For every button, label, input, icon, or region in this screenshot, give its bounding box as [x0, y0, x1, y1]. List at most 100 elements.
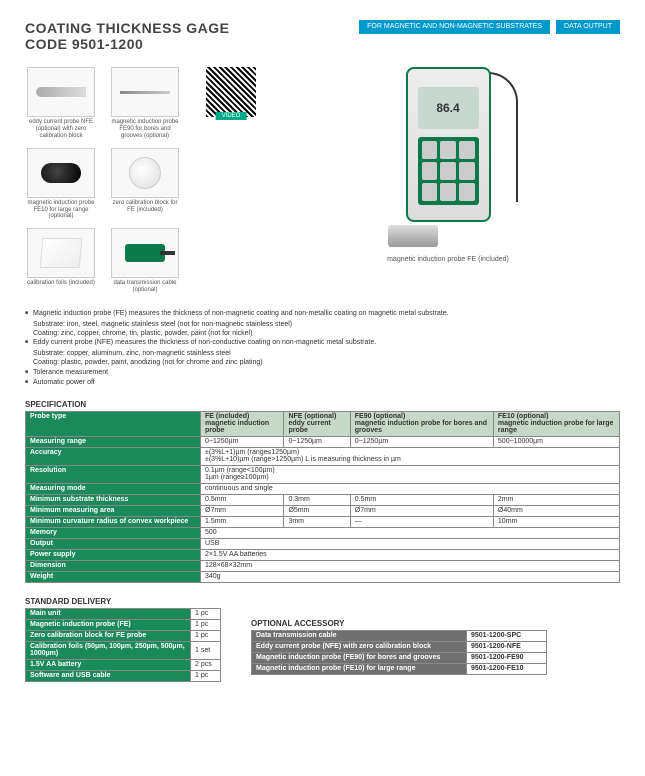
thumbnail-image [27, 228, 95, 278]
badge-data-output: DATA OUTPUT [556, 20, 620, 34]
spec-cell: 0.5mm [201, 494, 284, 505]
spec-cell: 0.3mm [284, 494, 350, 505]
thumbnail-caption: data transmission cable (optional) [109, 280, 181, 294]
accessory-code: 9501-1200-SPC [467, 630, 547, 641]
spec-col-head: NFE (optional)eddy current probe [284, 411, 350, 436]
spec-cell: 3mm [284, 516, 350, 527]
spec-row-head: Measuring mode [26, 483, 201, 494]
delivery-table: Main unit1 pcMagnetic induction probe (F… [25, 608, 221, 682]
spec-cell: 10mm [493, 516, 619, 527]
thumbnail-caption: magnetic induction probe FE10 for large … [25, 200, 97, 221]
spec-cell: 340g [201, 571, 620, 582]
spec-cell: 0~1250µm [350, 436, 493, 447]
header: COATING THICKNESS GAGE CODE 9501-1200 FO… [25, 20, 620, 52]
spec-cell: continuous and single [201, 483, 620, 494]
spec-cell: 0~1250µm [284, 436, 350, 447]
spec-row-head: Dimension [26, 560, 201, 571]
spec-row-head: Accuracy [26, 447, 201, 465]
delivery-item: Magnetic induction probe (FE) [26, 619, 191, 630]
spec-cell: 500 [201, 527, 620, 538]
spec-cell: 0.5mm [350, 494, 493, 505]
spec-row-head: Minimum curvature radius of convex workp… [26, 516, 201, 527]
spec-row-head: Minimum measuring area [26, 505, 201, 516]
qr-code: VIDEO [206, 67, 256, 117]
probe-icon [36, 87, 86, 97]
spec-cell: Ø40mm [493, 505, 619, 516]
spec-cell: 1.5mm [201, 516, 284, 527]
spec-col-head: FE90 (optional)magnetic induction probe … [350, 411, 493, 436]
badge-substrates: FOR MAGNETIC AND NON-MAGNETIC SUBSTRATES [359, 20, 550, 34]
thumbnail: calibration foils (included) [25, 228, 97, 294]
spec-cell: Ø5mm [284, 505, 350, 516]
feature-sub: Coating: zinc, copper, chrome, tin, plas… [25, 329, 620, 338]
probe-icon [40, 238, 83, 268]
probe-icon [41, 163, 81, 183]
accessory-item: Eddy current probe (NFE) with zero calib… [252, 641, 467, 652]
qr-label: VIDEO [216, 112, 247, 120]
thumbnail: eddy current probe NFE (optional) with z… [25, 67, 97, 140]
spec-cell: 2mm [493, 494, 619, 505]
probe-sensor-icon [388, 225, 438, 247]
feature-bullet: Eddy current probe (NFE) measures the th… [25, 338, 620, 347]
accessory-code: 9501-1200-FE10 [467, 663, 547, 674]
feature-bullet: Automatic power off [25, 378, 620, 387]
spec-row-head: Weight [26, 571, 201, 582]
spec-probe-type: Probe type [26, 411, 201, 436]
delivery-block: STANDARD DELIVERY Main unit1 pcMagnetic … [25, 591, 221, 682]
badges: FOR MAGNETIC AND NON-MAGNETIC SUBSTRATES… [359, 20, 620, 34]
delivery-qty: 1 pc [191, 630, 221, 641]
thumbnail-image [111, 228, 179, 278]
spec-cell: Ø7mm [201, 505, 284, 516]
device-region: 86.4 magnetic induction probe FE (includ… [276, 67, 620, 294]
accessory-title: OPTIONAL ACCESSORY [251, 619, 547, 628]
accessory-item: Magnetic induction probe (FE90) for bore… [252, 652, 467, 663]
device-image: 86.4 [373, 67, 523, 252]
thumbnail: data transmission cable (optional) [109, 228, 181, 294]
device-screen: 86.4 [418, 87, 479, 129]
delivery-qty: 1 set [191, 641, 221, 659]
title-block: COATING THICKNESS GAGE CODE 9501-1200 [25, 20, 229, 52]
thumbnail: zero calibration block for FE (included) [109, 148, 181, 221]
spec-cell: 500~10000µm [493, 436, 619, 447]
accessory-table: Data transmission cable9501-1200-SPCEddy… [251, 630, 547, 675]
device-keypad [418, 137, 479, 205]
delivery-title: STANDARD DELIVERY [25, 597, 221, 606]
thumbnail: magnetic induction probe FE90 for bores … [109, 67, 181, 140]
thumbnail-caption: eddy current probe NFE (optional) with z… [25, 119, 97, 140]
spec-row-head: Resolution [26, 465, 201, 483]
spec-col-head: FE10 (optional)magnetic induction probe … [493, 411, 619, 436]
accessory-item: Magnetic induction probe (FE10) for larg… [252, 663, 467, 674]
accessory-code: 9501-1200-FE90 [467, 652, 547, 663]
device-body: 86.4 [406, 67, 491, 222]
delivery-qty: 1 pc [191, 608, 221, 619]
title-line1: COATING THICKNESS GAGE [25, 20, 229, 36]
product-row: eddy current probe NFE (optional) with z… [25, 67, 620, 294]
feature-bullets: Magnetic induction probe (FE) measures t… [25, 309, 620, 388]
spec-cell: 2×1.5V AA batteries [201, 549, 620, 560]
spec-row-head: Minimum substrate thickness [26, 494, 201, 505]
device-caption: magnetic induction probe FE (included) [387, 256, 509, 263]
probe-icon [129, 157, 161, 189]
thumbnail-caption: calibration foils (included) [27, 280, 95, 287]
title-line2: CODE 9501-1200 [25, 36, 229, 52]
thumbnail-image [111, 67, 179, 117]
feature-sub: Substrate: iron, steel, magnetic stainle… [25, 320, 620, 329]
accessory-block: OPTIONAL ACCESSORY Data transmission cab… [251, 613, 547, 675]
spec-cell: Ø7mm [350, 505, 493, 516]
thumbnail-caption: magnetic induction probe FE90 for bores … [109, 119, 181, 140]
spec-cell: 128×68×32mm [201, 560, 620, 571]
feature-bullet: Magnetic induction probe (FE) measures t… [25, 309, 620, 318]
spec-cell: USB [201, 538, 620, 549]
qr-region: VIDEO [201, 67, 256, 294]
accessory-code: 9501-1200-NFE [467, 641, 547, 652]
delivery-item: Zero calibration block for FE probe [26, 630, 191, 641]
feature-bullet: Tolerance measurement [25, 368, 620, 377]
spec-col-head: FE (included)magnetic induction probe [201, 411, 284, 436]
spec-row-head: Measuring range [26, 436, 201, 447]
delivery-qty: 1 pc [191, 670, 221, 681]
thumbnails-grid: eddy current probe NFE (optional) with z… [25, 67, 181, 294]
thumbnail: magnetic induction probe FE10 for large … [25, 148, 97, 221]
spec-cell: 0~1250µm [201, 436, 284, 447]
delivery-item: Calibration foils (50µm, 100µm, 250µm, 5… [26, 641, 191, 659]
spec-table: Probe typeFE (included)magnetic inductio… [25, 411, 620, 583]
